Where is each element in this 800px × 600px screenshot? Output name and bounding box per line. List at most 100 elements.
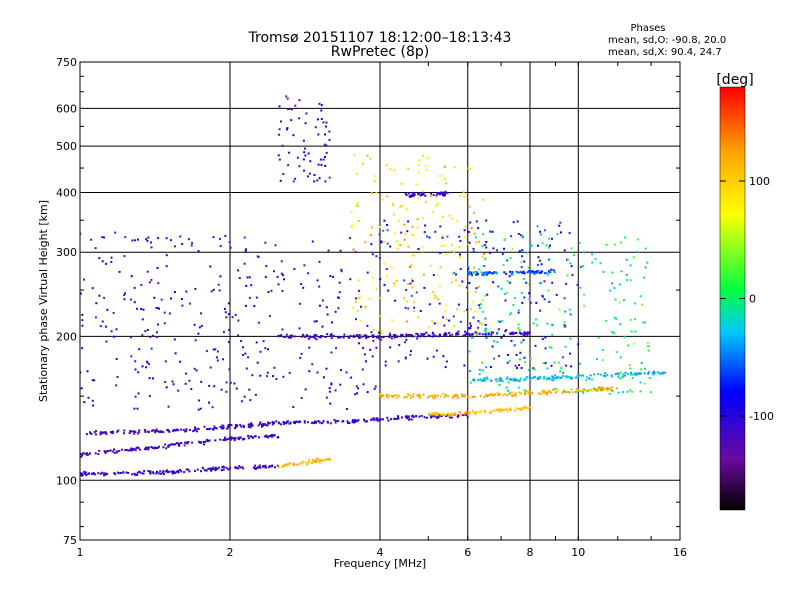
echo-point (570, 247, 573, 250)
echo-point (475, 332, 478, 335)
echo-point (532, 367, 535, 370)
echo-point (300, 397, 303, 399)
echo-point (262, 424, 265, 427)
echo-point (114, 473, 117, 476)
echo-point (469, 335, 472, 338)
echo-point (539, 377, 542, 380)
echo-point (422, 393, 425, 396)
echo-point (552, 377, 555, 380)
echo-point (509, 378, 512, 381)
echo-point (211, 406, 214, 409)
echo-point (408, 333, 411, 336)
echo-point (529, 244, 531, 247)
echo-point (442, 392, 445, 395)
echo-point (289, 462, 291, 465)
colorbar-label: [deg] (716, 72, 753, 88)
echo-point (423, 286, 426, 289)
echo-point (342, 336, 345, 339)
echo-point (432, 397, 435, 400)
echo-point (400, 333, 403, 336)
echo-point (497, 408, 500, 411)
echo-point (138, 429, 141, 432)
echo-point (364, 420, 367, 423)
echo-point (325, 396, 328, 399)
echo-point (334, 310, 337, 313)
echo-point (113, 335, 115, 338)
echo-point (481, 323, 484, 325)
echo-point (487, 332, 490, 335)
echo-point (611, 390, 614, 393)
echo-point (557, 361, 560, 364)
echo-point (431, 415, 434, 418)
echo-point (262, 340, 265, 343)
echo-point (345, 408, 348, 410)
echo-point (417, 171, 420, 174)
echo-point (109, 431, 112, 433)
echo-point (196, 468, 199, 471)
echo-point (457, 303, 460, 306)
echo-point (189, 429, 191, 431)
echo-point (166, 469, 168, 472)
echo-point (197, 408, 200, 411)
echo-point (334, 421, 337, 424)
echo-point (450, 416, 453, 419)
echo-point (430, 195, 432, 198)
echo-point (411, 280, 414, 283)
echo-point (286, 127, 289, 130)
echo-point (471, 333, 473, 336)
echo-point (165, 447, 168, 450)
echo-point (242, 354, 244, 356)
echo-point (506, 410, 509, 413)
echo-point (418, 415, 421, 418)
echo-point (409, 397, 412, 400)
echo-point (170, 297, 172, 300)
echo-point (474, 331, 477, 334)
echo-point (214, 466, 217, 469)
echo-point (551, 281, 554, 284)
echo-point (512, 394, 515, 397)
echo-point (642, 321, 645, 324)
echo-point (247, 434, 249, 437)
echo-point (587, 389, 590, 392)
echo-point (423, 231, 426, 234)
echo-point (298, 327, 301, 330)
echo-point (338, 281, 341, 284)
echo-point (235, 387, 238, 390)
echo-point (617, 391, 620, 394)
echo-point (658, 372, 661, 374)
echo-point (453, 325, 456, 328)
echo-point (571, 274, 574, 277)
echo-point (478, 240, 481, 243)
echo-point (328, 138, 331, 141)
echo-point (313, 420, 316, 423)
echo-point (649, 391, 652, 394)
echo-point (243, 395, 246, 398)
echo-point (267, 422, 270, 425)
echo-point (249, 435, 252, 438)
echo-point (150, 429, 153, 432)
echo-point (142, 472, 145, 475)
echo-point (613, 316, 616, 319)
echo-point (514, 331, 517, 334)
echo-point (394, 232, 396, 235)
echo-point (453, 250, 456, 253)
echo-point (526, 251, 528, 254)
echo-point (520, 261, 523, 264)
echo-point (282, 274, 284, 277)
echo-point (407, 192, 410, 195)
echo-point (610, 374, 613, 377)
echo-point (569, 352, 572, 355)
echo-point (287, 463, 290, 465)
echo-point (413, 193, 416, 196)
echo-point (488, 411, 491, 414)
echo-point (103, 472, 106, 475)
echo-point (467, 327, 470, 330)
echo-point (111, 431, 114, 434)
echo-point (303, 151, 306, 154)
echo-point (373, 175, 376, 178)
echo-point (456, 308, 459, 311)
echo-point (213, 385, 216, 388)
echo-point (626, 390, 629, 393)
echo-point (451, 217, 453, 220)
echo-point (463, 364, 466, 367)
